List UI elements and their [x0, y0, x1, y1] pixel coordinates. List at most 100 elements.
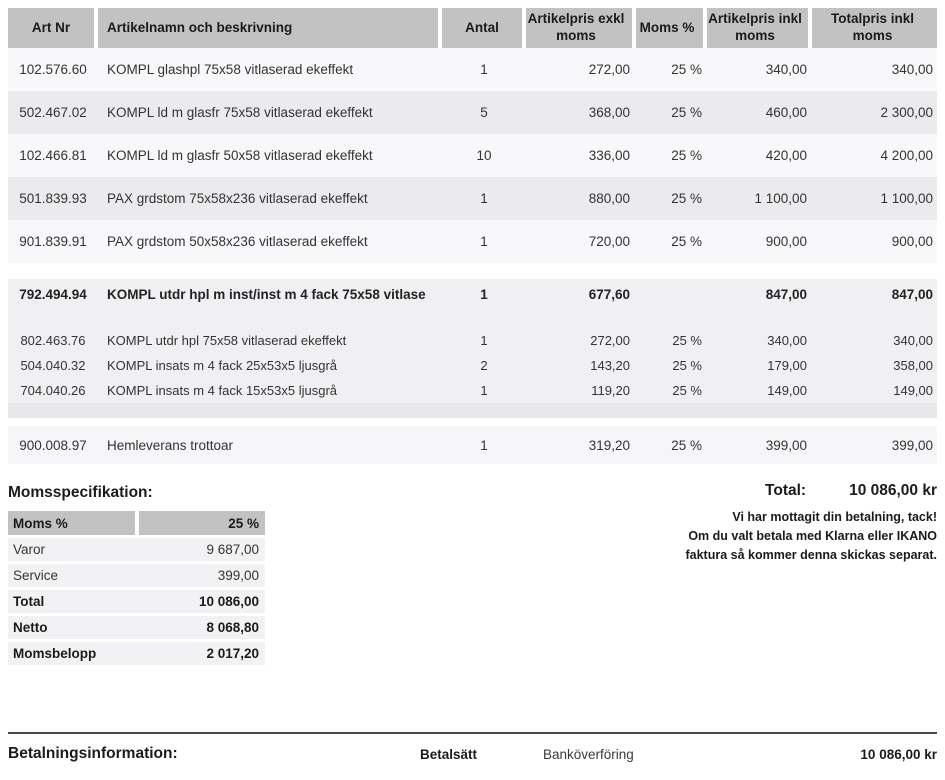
- vat-row-label: Momsbelopp: [13, 646, 97, 661]
- table-row: 102.466.81 KOMPL ld m glasfr 50x58 vitla…: [8, 134, 937, 177]
- cell-vat: 25 %: [671, 437, 702, 453]
- cell-vat: 25 %: [671, 234, 702, 249]
- header-cell-art-nr: Art Nr: [8, 8, 98, 48]
- cell-name: PAX grdstom 50x58x236 vitlaserad ekeffek…: [107, 234, 368, 249]
- payment-information-title: Betalningsinformation:: [8, 745, 178, 762]
- order-total-label: Total:: [765, 482, 807, 499]
- vat-header-label: Moms %: [8, 511, 139, 535]
- cell-price-excl: 880,00: [588, 191, 630, 206]
- vat-row-total: Total 10 086,00: [8, 590, 265, 613]
- row-spacer: [8, 263, 937, 279]
- vat-header-value: 25 %: [139, 511, 265, 535]
- cell-total-price: 358,00: [893, 358, 933, 373]
- cell-total-price: 149,00: [893, 383, 933, 398]
- cell-quantity: 1: [480, 62, 488, 77]
- cell-vat: 25 %: [672, 358, 702, 373]
- cell-name: KOMPL insats m 4 fack 25x53x5 ljusgrå: [107, 358, 338, 373]
- footer-divider: [8, 732, 937, 734]
- cell-name: KOMPL utdr hpl 75x58 vitlaserad ekeffekt: [107, 333, 347, 348]
- cell-art-nr: 504.040.32: [20, 358, 86, 373]
- cell-price-excl: 143,20: [590, 358, 630, 373]
- payment-method-label: Betalsätt: [420, 747, 478, 762]
- cell-name: KOMPL glashpl 75x58 vitlaserad ekeffekt: [107, 62, 354, 77]
- cell-name: KOMPL ld m glasfr 75x58 vitlaserad ekeff…: [107, 105, 373, 120]
- table-row: 502.467.02 KOMPL ld m glasfr 75x58 vitla…: [8, 91, 937, 134]
- items-table: Art Nr Artikelnamn och beskrivning Antal…: [8, 8, 937, 464]
- cell-price-excl: 720,00: [588, 234, 630, 249]
- header-cell-vat: Moms %: [636, 8, 707, 48]
- cell-name: Hemleverans trottoar: [107, 437, 234, 453]
- header-cell-name: Artikelnamn och beskrivning: [98, 8, 442, 48]
- cell-art-nr: 900.008.97: [19, 437, 87, 453]
- vat-row-service: Service 399,00: [8, 564, 265, 587]
- vat-row-varor: Varor 9 687,00: [8, 538, 265, 561]
- cell-total-price: 340,00: [891, 62, 933, 77]
- cell-art-nr: 792.494.94: [19, 287, 87, 302]
- table-row: 102.576.60 KOMPL glashpl 75x58 vitlasera…: [8, 48, 937, 91]
- vat-row-value: 8 068,80: [206, 620, 259, 635]
- cell-art-nr: 704.040.26: [20, 383, 86, 398]
- vat-table-header: Moms % 25 %: [8, 511, 265, 535]
- cell-price-incl: 340,00: [765, 62, 807, 77]
- cell-price-incl: 420,00: [765, 148, 807, 163]
- cell-total-price: 2 300,00: [880, 105, 933, 120]
- cell-price-incl: 340,00: [767, 333, 807, 348]
- order-total-value: 10 086,00 kr: [849, 482, 937, 499]
- table-row-bundle-child: 802.463.76 KOMPL utdr hpl 75x58 vitlaser…: [8, 328, 937, 353]
- cell-art-nr: 102.576.60: [19, 62, 87, 77]
- cell-vat: 25 %: [671, 148, 702, 163]
- cell-quantity: 1: [480, 191, 488, 206]
- cell-vat: 25 %: [671, 62, 702, 77]
- cell-quantity: 1: [480, 234, 488, 249]
- vat-row-netto: Netto 8 068,80: [8, 616, 265, 639]
- cell-price-excl: 272,00: [590, 333, 630, 348]
- vat-specification: Momsspecifikation: Moms % 25 % Varor 9 6…: [8, 484, 265, 665]
- note-line: Om du valt betala med Klarna eller IKANO: [688, 528, 937, 543]
- vat-row-label: Varor: [13, 542, 46, 557]
- cell-price-incl: 399,00: [765, 437, 807, 453]
- cell-name: KOMPL utdr hpl m inst/inst m 4 fack 75x5…: [107, 287, 426, 302]
- cell-art-nr: 501.839.93: [19, 191, 87, 206]
- note-line: Vi har mottagit din betalning, tack!: [732, 510, 937, 524]
- cell-quantity: 1: [480, 383, 488, 398]
- cell-art-nr: 901.839.91: [19, 234, 87, 249]
- vat-row-value: 10 086,00: [198, 594, 259, 609]
- cell-quantity: 1: [480, 287, 488, 302]
- cell-price-excl: 336,00: [588, 148, 630, 163]
- payment-method-value: Banköverföring: [543, 747, 634, 762]
- cell-quantity: 1: [480, 437, 488, 453]
- cell-price-incl: 179,00: [767, 358, 807, 373]
- vat-row-momsbelopp: Momsbelopp 2 017,20: [8, 642, 265, 665]
- vat-row-value: 399,00: [217, 568, 259, 583]
- order-total-line: Total: 10 086,00 kr: [517, 482, 937, 500]
- note-line: faktura så kommer denna skickas separat.: [685, 547, 937, 562]
- cell-quantity: 5: [480, 105, 488, 120]
- table-row-bundle-parent: 792.494.94 KOMPL utdr hpl m inst/inst m …: [8, 279, 937, 328]
- vat-specification-title: Momsspecifikation:: [8, 484, 153, 501]
- cell-price-incl: 1 100,00: [754, 191, 807, 206]
- payment-information: Betalningsinformation: Betalsätt Banköve…: [0, 745, 945, 769]
- cell-total-price: 1 100,00: [880, 191, 933, 206]
- cell-price-incl: 460,00: [765, 105, 807, 120]
- vat-row-value: 2 017,20: [206, 646, 259, 661]
- cell-total-price: 847,00: [891, 287, 933, 302]
- cell-name: PAX grdstom 75x58x236 vitlaserad ekeffek…: [107, 191, 368, 206]
- cell-total-price: 4 200,00: [880, 148, 933, 163]
- payment-amount: 10 086,00 kr: [860, 747, 937, 762]
- cell-quantity: 1: [480, 333, 488, 348]
- items-table-header: Art Nr Artikelnamn och beskrivning Antal…: [8, 8, 937, 48]
- cell-vat: 25 %: [672, 383, 702, 398]
- cell-art-nr: 802.463.76: [20, 333, 86, 348]
- header-cell-price-incl: Artikelpris inkl moms: [707, 8, 812, 48]
- table-row: 501.839.93 PAX grdstom 75x58x236 vitlase…: [8, 177, 937, 220]
- row-spacer: [8, 418, 937, 426]
- header-cell-total-price: Totalpris inkl moms: [812, 8, 937, 48]
- header-cell-quantity: Antal: [442, 8, 526, 48]
- cell-price-excl: 368,00: [588, 105, 630, 120]
- cell-price-excl: 272,00: [588, 62, 630, 77]
- row-spacer: [8, 403, 937, 418]
- cell-total-price: 340,00: [893, 333, 933, 348]
- cell-total-price: 900,00: [891, 234, 933, 249]
- cell-name: KOMPL ld m glasfr 50x58 vitlaserad ekeff…: [107, 148, 373, 163]
